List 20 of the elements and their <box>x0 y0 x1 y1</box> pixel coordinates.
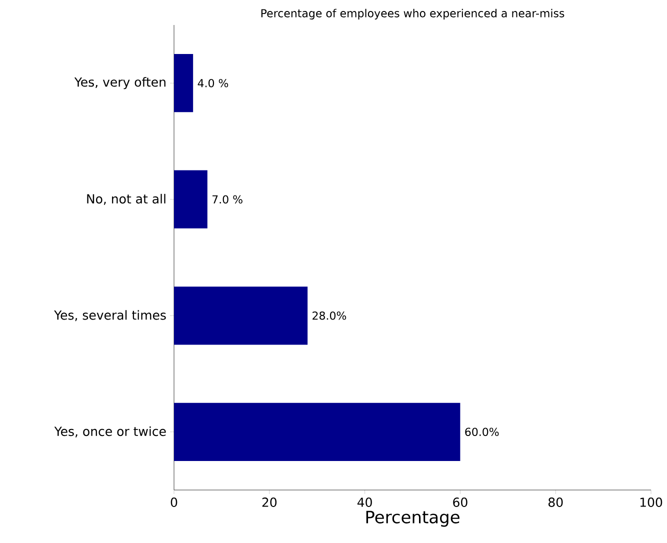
x-tick-label: 60 <box>453 498 468 507</box>
data-label: 4.0 % <box>198 78 228 88</box>
x-tick-label: 80 <box>548 498 563 507</box>
y-tick-label: No, not at all <box>87 194 166 205</box>
x-tick-label: 20 <box>262 498 277 507</box>
y-tick-label: Yes, several times <box>54 310 166 322</box>
x-tick-label: 100 <box>640 498 662 507</box>
bar <box>174 54 194 112</box>
data-label: 28.0% <box>312 311 346 320</box>
x-axis-title: Percentage <box>366 510 460 527</box>
data-label: 60.0% <box>465 428 499 436</box>
data-label: 7.0 % <box>212 195 242 204</box>
y-tick-label: Yes, once or twice <box>54 426 166 438</box>
y-tick-label: Yes, very often <box>74 77 166 90</box>
x-tick-label: 0 <box>170 498 178 507</box>
bar <box>174 170 208 228</box>
bar <box>174 402 460 461</box>
bar <box>174 286 308 345</box>
chart-title: Percentage of employees who experienced a near-miss <box>261 8 564 20</box>
x-tick-label: 40 <box>357 498 372 507</box>
